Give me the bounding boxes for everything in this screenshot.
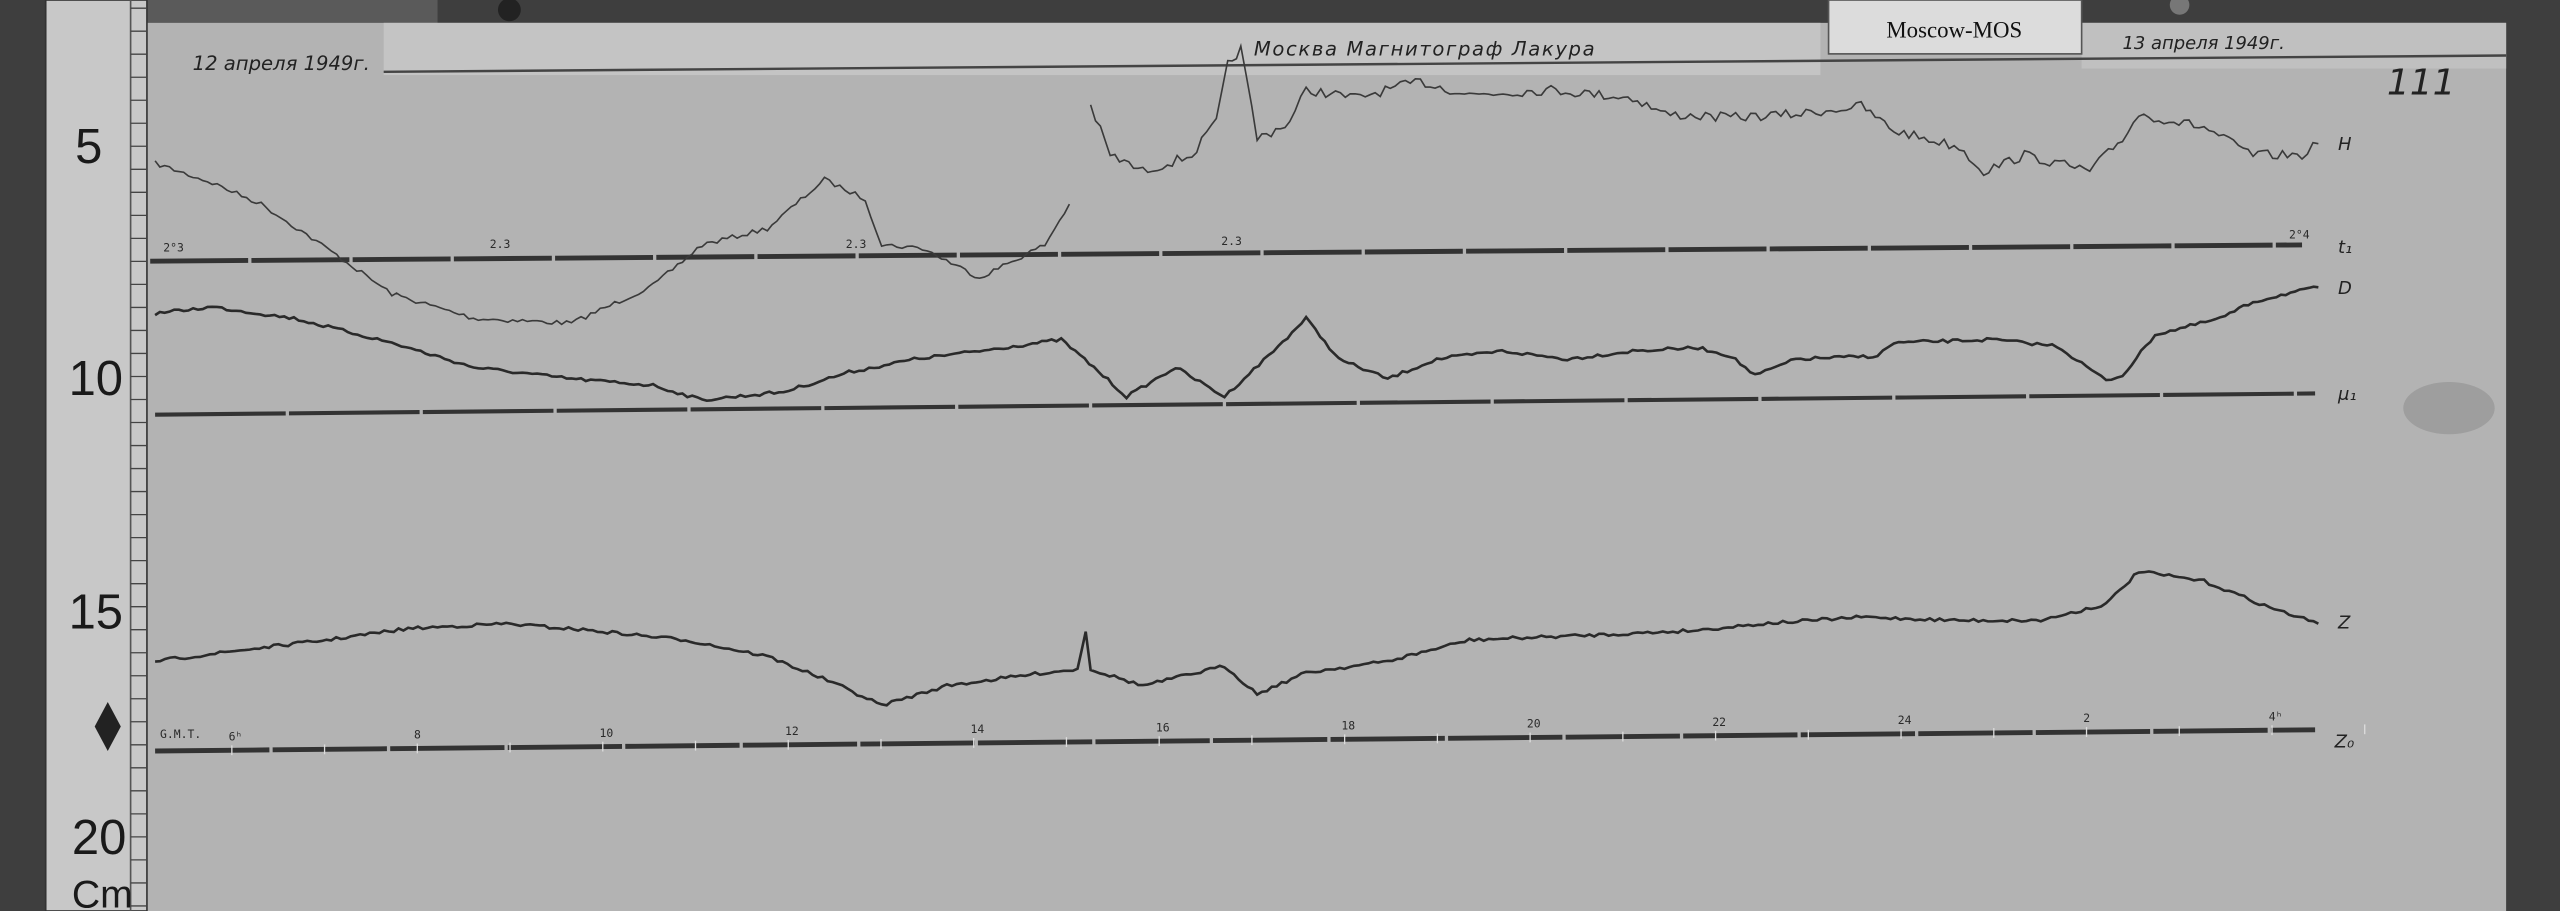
- pin-icon: [497, 0, 521, 22]
- d-baseline-label: μ₁: [2337, 384, 2357, 405]
- h-trace-label: H: [2338, 134, 2352, 155]
- z-trace-label: Z: [2337, 613, 2351, 634]
- h-baseline-mark: 2°4: [2289, 227, 2310, 241]
- date-end: 13 апреля 1949г.: [2122, 33, 2284, 54]
- time-tick-label: 14: [970, 722, 984, 736]
- time-tick-label: 22: [1712, 715, 1726, 729]
- d-trace-label: D: [2338, 278, 2352, 299]
- ruler-mark: 20: [72, 811, 126, 865]
- sheet-number: 111: [2387, 63, 2456, 104]
- h-baseline-mark: 2.3: [846, 237, 867, 251]
- d-baseline: [155, 391, 2316, 417]
- time-tick-label: 20: [1527, 717, 1541, 731]
- z-baseline-label: Z₀: [2334, 732, 2354, 753]
- h-baseline-mark: 2.3: [1221, 234, 1242, 248]
- ruler: 5 10 15 20 Cm: [44, 0, 148, 911]
- h-trace: [154, 160, 1071, 326]
- time-tick-label: 24: [1898, 713, 1912, 727]
- h-baseline-label: t₁: [2338, 237, 2352, 258]
- pin-icon: [2169, 0, 2190, 15]
- time-tick-label: 4ʰ: [2269, 709, 2283, 723]
- ruler-mark: 15: [69, 586, 123, 640]
- smudge: [2403, 382, 2495, 435]
- header-strip-right: [2081, 22, 2507, 69]
- ruler-mark: 5: [75, 120, 102, 174]
- time-tick-label: 16: [1156, 720, 1170, 734]
- time-axis-label: G.M.T.: [160, 727, 201, 741]
- time-axis-baseline: [155, 727, 2316, 754]
- station-tag: Moscow-MOS: [1827, 0, 2083, 55]
- header-rule: [383, 54, 2507, 74]
- station-tag-text: Moscow-MOS: [1886, 18, 2022, 43]
- time-tick-label: 8: [414, 728, 421, 742]
- h-baseline: [150, 242, 2303, 264]
- ruler-mark: 10: [69, 352, 123, 406]
- paper-sheet: [143, 22, 2507, 911]
- d-trace: [154, 285, 2319, 402]
- h-baseline-mark: 2°3: [163, 240, 184, 254]
- time-tick-label: 6ʰ: [229, 729, 243, 743]
- date-start: 12 апреля 1949г.: [193, 52, 370, 75]
- time-tick-label: 10: [600, 726, 614, 740]
- h-baseline-mark: 2.3: [490, 237, 511, 251]
- ruler-unit: Cm: [72, 874, 133, 911]
- time-tick-label: 12: [785, 724, 799, 738]
- z-trace: [155, 570, 2319, 707]
- time-tick-label: 18: [1341, 719, 1355, 733]
- h-trace-upper: [1089, 42, 2319, 177]
- chart-title: Москва Магнитограф Лакура: [1254, 38, 1596, 61]
- time-tick-label: 2: [2083, 711, 2090, 725]
